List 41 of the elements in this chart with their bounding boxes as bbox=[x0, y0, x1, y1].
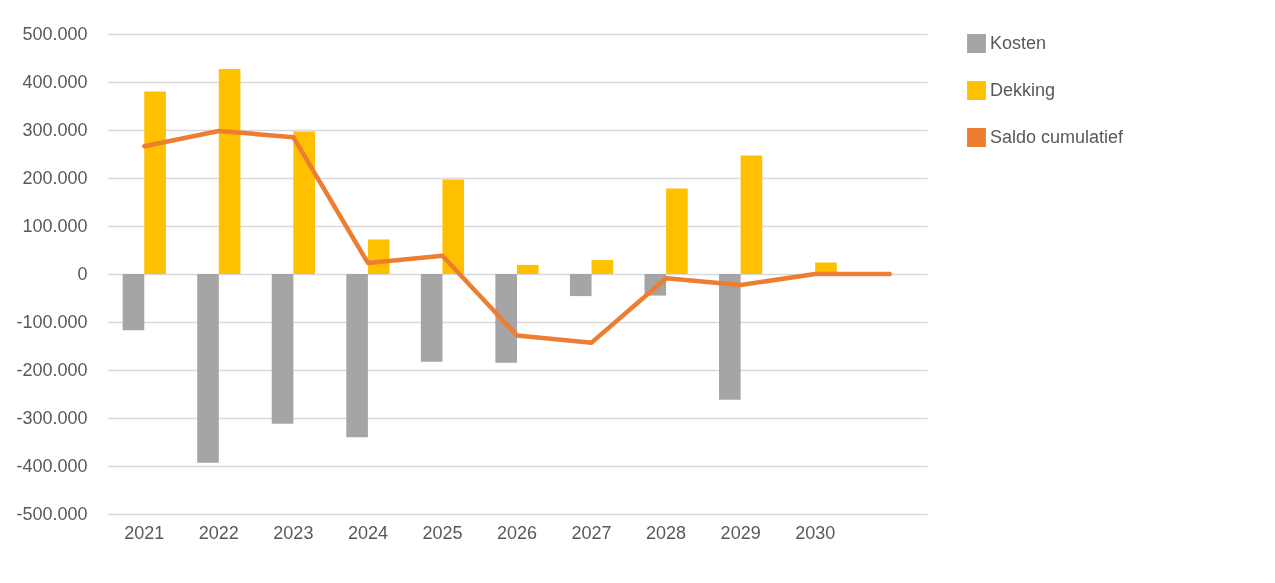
bar bbox=[346, 274, 368, 438]
bar bbox=[442, 179, 465, 274]
y-tick-label: 300.000 bbox=[22, 119, 88, 140]
x-tick-label: 2025 bbox=[422, 522, 463, 543]
y-tick-label: -500.000 bbox=[16, 503, 88, 524]
bar bbox=[740, 155, 763, 274]
line-series bbox=[142, 128, 892, 345]
x-tick-label: 2028 bbox=[646, 522, 687, 543]
bar bbox=[122, 274, 145, 331]
bar bbox=[218, 69, 241, 274]
y-tick-label: 100.000 bbox=[22, 215, 88, 236]
y-tick-label: -200.000 bbox=[16, 359, 88, 380]
legend-label: Kosten bbox=[990, 32, 1047, 53]
bar bbox=[495, 274, 517, 363]
x-tick-label: 2024 bbox=[347, 522, 388, 543]
x-tick-label: 2026 bbox=[496, 522, 538, 543]
y-tick-label: 200.000 bbox=[22, 167, 88, 188]
x-tick-label: 2021 bbox=[124, 522, 165, 543]
bar bbox=[271, 274, 294, 424]
y-tick-label: -400.000 bbox=[16, 455, 88, 476]
y-tick-label: 0 bbox=[77, 263, 88, 284]
legend-label: Dekking bbox=[990, 79, 1056, 100]
x-tick-label: 2029 bbox=[720, 522, 761, 543]
x-tick-label: 2027 bbox=[571, 522, 612, 543]
bar bbox=[666, 188, 688, 274]
x-tick-label: 2030 bbox=[795, 522, 836, 543]
y-tick-label: -100.000 bbox=[16, 311, 88, 332]
bar bbox=[293, 131, 315, 274]
y-tick-label: 400.000 bbox=[22, 71, 88, 92]
bar bbox=[420, 274, 443, 362]
bar bbox=[144, 91, 166, 274]
bar bbox=[569, 274, 592, 297]
x-tick-label: 2023 bbox=[273, 522, 314, 543]
y-tick-label: 500.000 bbox=[22, 23, 88, 44]
y-tick-label: -300.000 bbox=[16, 407, 88, 428]
x-tick-label: 2022 bbox=[198, 522, 239, 543]
bar bbox=[719, 274, 741, 400]
bar bbox=[197, 274, 219, 463]
bar bbox=[591, 260, 614, 274]
legend-label: Saldo cumulatief bbox=[990, 126, 1125, 147]
bar bbox=[517, 264, 539, 274]
